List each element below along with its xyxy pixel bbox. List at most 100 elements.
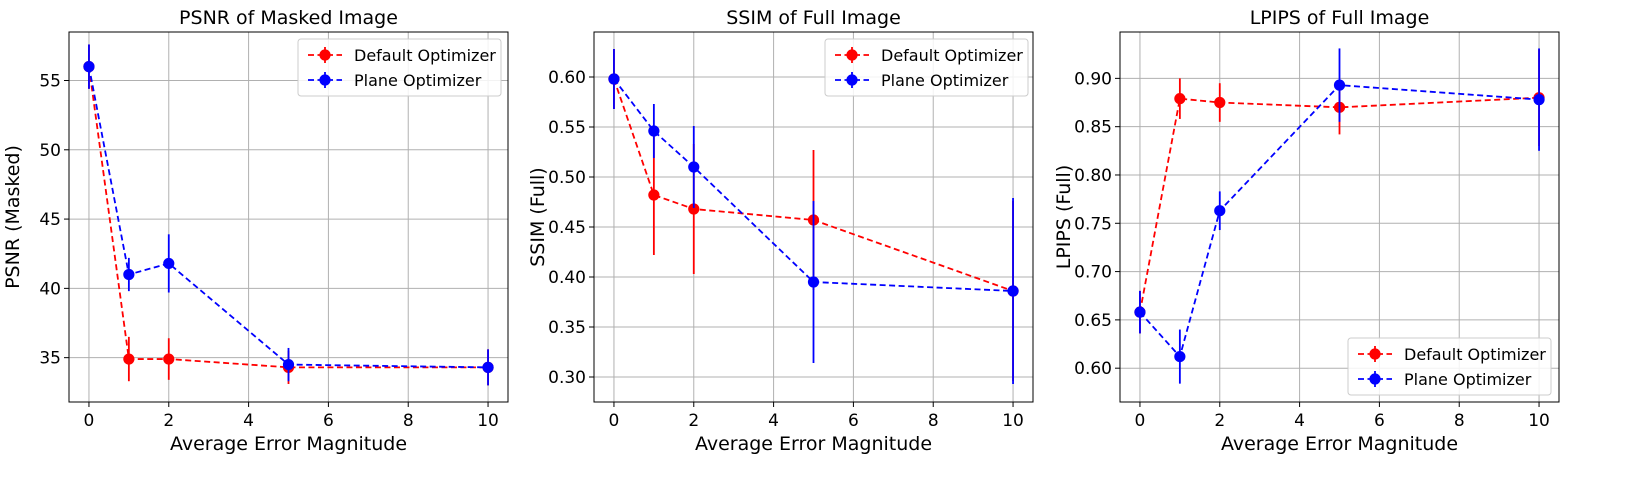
y-tick-label: 0.85 xyxy=(1074,118,1112,138)
x-tick-label: 4 xyxy=(243,411,254,431)
legend-entry: Default Optimizer xyxy=(835,46,1023,65)
legend-label: Plane Optimizer xyxy=(1404,370,1532,389)
y-tick-label: 55 xyxy=(39,72,61,92)
y-tick-label: 0.75 xyxy=(1074,214,1112,234)
data-point xyxy=(1174,350,1186,363)
legend-label: Default Optimizer xyxy=(881,46,1023,65)
legend-marker xyxy=(1369,373,1381,385)
x-tick-label: 2 xyxy=(1214,411,1225,431)
legend: Default Optimizer Plane Optimizer xyxy=(824,38,1029,97)
chart-panel-2: 0 2 4 6 8 10 0.30 0.35 0.40 0.45 0.50 0.55 0.60 SSIM … xyxy=(527,7,1034,455)
series-plane-optimizer xyxy=(83,44,494,386)
legend-entry: Plane Optimizer xyxy=(835,71,1009,90)
data-point xyxy=(123,268,135,281)
x-tick-label: 6 xyxy=(848,411,859,431)
y-tick-label: 0.35 xyxy=(548,318,586,338)
x-tick-label: 0 xyxy=(84,411,95,431)
legend-marker xyxy=(319,49,331,61)
y-tick-label: 0.55 xyxy=(548,118,586,138)
legend-marker xyxy=(846,74,858,86)
x-tick-label: 2 xyxy=(688,411,699,431)
data-point xyxy=(482,361,494,373)
data-point xyxy=(1214,205,1226,217)
series-plane-optimizer xyxy=(1134,48,1545,384)
y-tick-label: 0.40 xyxy=(548,268,586,288)
chart-title: SSIM of Full Image xyxy=(726,7,901,29)
data-point xyxy=(1007,285,1019,297)
legend-entry: Default Optimizer xyxy=(308,46,496,65)
x-tick-label: 0 xyxy=(609,411,620,431)
y-tick-label: 0.65 xyxy=(1074,311,1112,331)
x-tick-label: 6 xyxy=(323,411,334,431)
legend-label: Plane Optimizer xyxy=(881,71,1009,90)
legend-box xyxy=(824,38,1029,97)
data-point xyxy=(1333,79,1346,91)
y-tick-label: 35 xyxy=(39,349,61,369)
y-tick-label: 0.50 xyxy=(548,168,586,188)
y-tick-label: 0.60 xyxy=(548,68,586,88)
y-tick-label: 0.45 xyxy=(548,218,586,238)
x-tick-label: 8 xyxy=(1454,411,1465,431)
x-tick-label: 2 xyxy=(163,411,174,431)
legend-label: Plane Optimizer xyxy=(354,71,482,90)
chart-panel-3: 0 2 4 6 8 10 0.60 0.65 0.70 0.75 0.80 0.85 0.90 LPIPS… xyxy=(1053,7,1560,455)
y-axis-label: PSNR (Masked) xyxy=(2,145,24,289)
y-tick-label: 45 xyxy=(39,210,61,230)
legend: Default Optimizer Plane Optimizer xyxy=(1347,337,1552,396)
data-point xyxy=(648,189,660,201)
legend-label: Default Optimizer xyxy=(1404,345,1546,364)
x-tick-label: 8 xyxy=(403,411,414,431)
data-point xyxy=(608,73,620,85)
data-point xyxy=(1533,94,1545,106)
legend-entry: Plane Optimizer xyxy=(1358,370,1532,389)
data-point xyxy=(163,353,175,365)
legend-marker xyxy=(1369,348,1381,360)
x-tick-label: 10 xyxy=(1528,411,1550,431)
data-point xyxy=(282,358,295,371)
data-point xyxy=(688,161,700,173)
series-line xyxy=(88,66,489,369)
data-point xyxy=(648,125,660,137)
legend: Default Optimizer Plane Optimizer xyxy=(297,38,502,97)
data-point xyxy=(1134,306,1146,318)
y-tick-label: 0.90 xyxy=(1074,69,1112,89)
legend-entry: Default Optimizer xyxy=(1358,345,1546,364)
x-axis-label: Average Error Magnitude xyxy=(170,433,407,455)
axes-frame xyxy=(1119,31,1560,403)
legend-box xyxy=(1347,337,1552,396)
legend-entry: Plane Optimizer xyxy=(308,71,482,90)
y-axis-label: SSIM (Full) xyxy=(527,167,549,266)
x-axis-label: Average Error Magnitude xyxy=(695,433,932,455)
legend-box xyxy=(297,38,502,97)
x-tick-label: 0 xyxy=(1135,411,1146,431)
data-point xyxy=(123,353,135,365)
series-default-optimizer xyxy=(1134,49,1545,334)
y-tick-label: 0.70 xyxy=(1074,263,1112,283)
data-point xyxy=(807,276,820,288)
legend-label: Default Optimizer xyxy=(354,46,496,65)
y-axis-label: LPIPS (Full) xyxy=(1053,165,1075,270)
x-tick-label: 4 xyxy=(768,411,779,431)
x-tick-label: 8 xyxy=(928,411,939,431)
data-point xyxy=(1174,93,1186,105)
legend-marker xyxy=(319,74,331,86)
data-point xyxy=(83,61,95,73)
series-line xyxy=(88,66,489,369)
x-axis-label: Average Error Magnitude xyxy=(1221,433,1458,455)
axes-frame xyxy=(593,31,1034,403)
data-point xyxy=(163,257,175,270)
data-point xyxy=(1214,96,1226,109)
series-plane-optimizer xyxy=(608,49,1019,384)
x-tick-label: 10 xyxy=(477,411,499,431)
y-tick-label: 50 xyxy=(39,141,61,161)
y-tick-label: 0.80 xyxy=(1074,166,1112,186)
x-tick-label: 4 xyxy=(1294,411,1305,431)
legend-marker xyxy=(846,49,858,61)
y-tick-label: 40 xyxy=(39,279,61,299)
chart-title: LPIPS of Full Image xyxy=(1250,7,1430,29)
chart-title: PSNR of Masked Image xyxy=(179,7,398,29)
chart-panel-1: 0 2 4 6 8 10 35 40 45 50 55 PSNR of Masked Image Ave… xyxy=(2,7,509,455)
axes-frame xyxy=(68,31,509,403)
x-tick-label: 10 xyxy=(1002,411,1024,431)
